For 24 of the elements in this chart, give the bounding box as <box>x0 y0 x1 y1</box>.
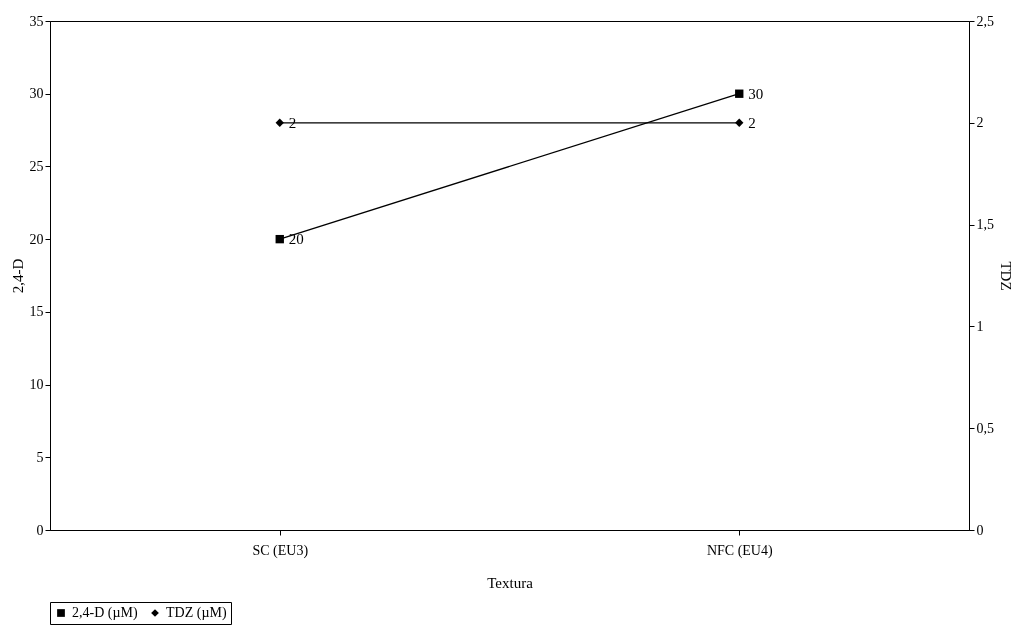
y2-axis-title: TDZ <box>998 261 1014 291</box>
x-tick-label: NFC (EU4) <box>706 542 773 559</box>
x-tick-label: SC (EU3) <box>252 542 309 559</box>
y-tick-label: 35 <box>29 13 44 29</box>
y2-tick-label: 0,5 <box>976 420 994 436</box>
y-tick-label: 0 <box>36 522 44 538</box>
y-tick-label: 10 <box>29 377 44 393</box>
y2-tick-label: 2,5 <box>976 13 994 29</box>
y2-tick-label: 0 <box>976 522 984 538</box>
y-tick-label: 5 <box>36 449 44 465</box>
y-tick-label: 20 <box>29 231 44 247</box>
y-axis-title: 2,4-D <box>9 258 26 294</box>
data-label: 30 <box>748 85 764 102</box>
x-axis-title: Textura <box>487 574 534 591</box>
y2-tick-label: 1,5 <box>976 217 994 233</box>
legend-label: TDZ (µM) <box>166 605 227 621</box>
y-tick-label: 25 <box>29 158 44 174</box>
y-tick-label: 30 <box>29 86 44 102</box>
data-label: 2 <box>748 114 756 131</box>
legend-label: 2,4-D (µM) <box>72 605 138 621</box>
y2-tick-label: 1 <box>976 318 984 334</box>
y-tick-label: 15 <box>29 304 44 320</box>
data-label: 20 <box>288 231 304 248</box>
y2-tick-label: 2 <box>976 115 984 131</box>
